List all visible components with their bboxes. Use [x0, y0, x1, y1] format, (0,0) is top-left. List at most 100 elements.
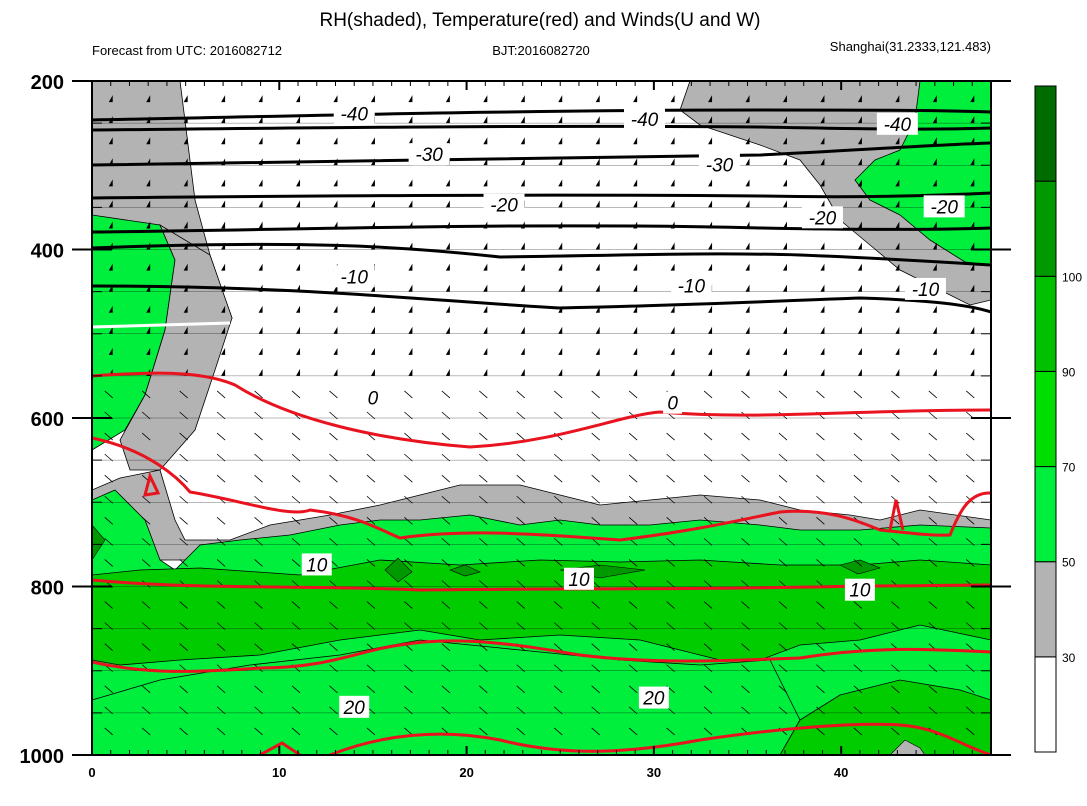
wind-barb-flag	[633, 368, 638, 376]
wind-barb-flag	[558, 284, 563, 292]
wind-barb	[254, 559, 263, 567]
wind-barb	[254, 727, 263, 736]
wind-barb-flag	[857, 263, 862, 271]
wind-barb-flag	[670, 116, 675, 124]
wind-barb-flag	[782, 347, 787, 355]
wind-barb-flag	[296, 200, 301, 208]
wind-barb-flag	[820, 305, 825, 313]
wind-barb-flag	[445, 200, 450, 208]
contour-label: -10	[678, 277, 706, 298]
x-tick-label: 0	[88, 765, 95, 780]
wind-barb	[179, 601, 188, 609]
wind-barb-flag	[895, 242, 900, 250]
wind-barb-flag	[408, 179, 413, 187]
wind-barb	[891, 727, 900, 736]
wind-barb-flag	[333, 326, 338, 334]
wind-barb-flag	[445, 137, 450, 145]
wind-barb-flag	[595, 179, 600, 187]
wind-barb-flag	[895, 200, 900, 208]
wind-barb-flag	[708, 95, 713, 103]
wind-barb-flag	[520, 347, 525, 355]
wind-barb	[966, 517, 975, 525]
wind-barb	[329, 685, 338, 694]
wind-barb-flag	[333, 95, 338, 103]
temp-contour-minus-20	[92, 191, 991, 200]
wind-barb-flag	[633, 347, 638, 355]
wind-barb-flag	[745, 263, 750, 271]
wind-barb-flag	[895, 326, 900, 334]
wind-barb	[404, 517, 413, 525]
wind-barb	[441, 685, 451, 694]
wind-barb	[703, 390, 713, 399]
wind-barb	[591, 685, 600, 694]
wind-barb	[254, 517, 263, 525]
wind-barb	[141, 432, 151, 441]
wind-barb-flag	[108, 200, 113, 208]
colorbar-swatch	[1034, 466, 1057, 563]
wind-barb-flag	[108, 263, 113, 271]
wind-barb-flag	[782, 158, 787, 166]
wind-barb-flag	[408, 137, 413, 145]
wind-barb	[703, 474, 713, 483]
wind-barb-flag	[445, 95, 450, 103]
temp-contour-minus-10	[92, 242, 991, 267]
wind-barb-flag	[820, 368, 825, 376]
temp-contour-minus-10-b	[92, 284, 991, 314]
wind-barb-flag	[370, 347, 375, 355]
colorbar: 30 50 70 90 100	[1034, 85, 1082, 753]
wind-barb-flag	[633, 95, 638, 103]
wind-barb-flag	[970, 179, 975, 187]
wind-barb-flag	[258, 305, 263, 313]
wind-barb	[891, 474, 900, 483]
wind-barb	[891, 685, 900, 694]
wind-barb	[291, 601, 301, 609]
wind-barb-flag	[595, 284, 600, 292]
wind-barb-flag	[108, 326, 113, 334]
wind-barb-flag	[146, 326, 151, 334]
rh-darkest-patch-4	[839, 559, 881, 575]
wind-barb	[329, 390, 338, 399]
contour-label-box	[638, 686, 669, 709]
wind-barb	[216, 685, 226, 694]
wind-barb	[516, 390, 526, 399]
wind-barb	[104, 474, 113, 483]
wind-barb	[179, 474, 188, 483]
wind-barb	[179, 390, 188, 399]
wind-barb-flag	[108, 221, 113, 229]
wind-barb	[291, 474, 301, 483]
subtitle-center: BJT:2016082720	[492, 43, 590, 58]
wind-barb-flag	[745, 200, 750, 208]
wind-barb-flag	[221, 305, 226, 313]
wind-barb-flag	[108, 347, 113, 355]
wind-barb	[966, 727, 975, 736]
wind-barb	[741, 559, 750, 567]
wind-barb-flag	[108, 179, 113, 187]
wind-barb	[329, 643, 338, 651]
wind-barb-flag	[408, 347, 413, 355]
wind-barb-flag	[633, 137, 638, 145]
contour-label: -30	[706, 155, 734, 176]
wind-barb-flag	[970, 158, 975, 166]
wind-barb-flag	[558, 158, 563, 166]
wind-barb	[628, 474, 638, 483]
wind-barb-flag	[520, 242, 525, 250]
wind-barb	[816, 727, 825, 736]
wind-barb-flag	[932, 305, 937, 313]
wind-barb	[479, 685, 488, 694]
wind-barb-flag	[670, 368, 675, 376]
wind-barb-flag	[782, 368, 787, 376]
wind-barb	[778, 643, 788, 651]
wind-barb	[291, 432, 301, 441]
wind-barb	[816, 601, 825, 609]
x-axis: 0 10 20 30 40	[88, 81, 992, 780]
wind-barb	[329, 432, 338, 441]
wind-barb-flag	[258, 347, 263, 355]
freezing-level-line	[92, 321, 231, 329]
wind-barb	[366, 727, 376, 736]
wind-barb-flag	[895, 284, 900, 292]
wind-barb	[441, 643, 451, 651]
contour-label-box	[333, 265, 375, 288]
wind-barb-flag	[408, 368, 413, 376]
wind-barb	[853, 727, 863, 736]
wind-barb-flag	[633, 263, 638, 271]
